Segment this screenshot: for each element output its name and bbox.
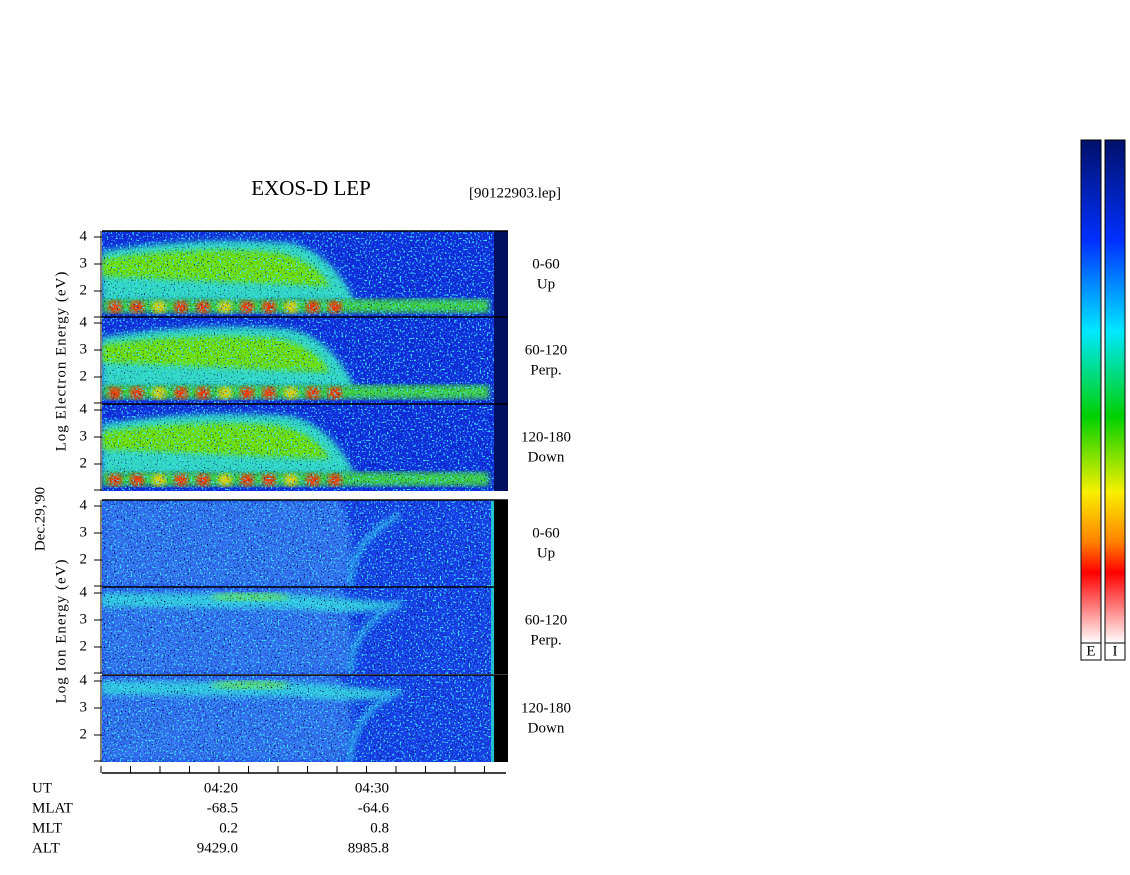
colorbar-label: I: [1113, 643, 1118, 659]
noise-dark: [102, 317, 494, 404]
edge-line: [491, 675, 494, 762]
orbit-label: UT: [32, 780, 52, 796]
y-axis-label: Log Ion Energy (eV): [53, 559, 69, 704]
colorbar-box: [1104, 642, 1126, 661]
edge-strip: [494, 675, 508, 762]
title: EXOS-D LEP: [251, 176, 371, 200]
orbit-value: 8985.8: [348, 840, 389, 856]
y-tick-label: 4: [80, 228, 88, 244]
y-tick-label: 2: [80, 638, 88, 654]
orbit-label: MLT: [32, 820, 62, 836]
orbit-value: 04:30: [355, 780, 389, 796]
edge-strip: [494, 587, 508, 674]
panel-direction: Perp.: [530, 362, 561, 378]
panel-direction: Perp.: [530, 632, 561, 648]
colorbar-label: E: [1086, 643, 1095, 659]
y-tick-label: 2: [80, 368, 88, 384]
y-tick-label: 4: [80, 314, 88, 330]
colorbar: [1104, 139, 1126, 644]
panel-range: 120-180: [521, 429, 571, 445]
spectrogram: [102, 231, 494, 318]
y-tick-label: 4: [80, 497, 88, 513]
panel-range: 0-60: [532, 525, 560, 541]
edge-strip: [494, 231, 508, 318]
y-tick-label: 3: [80, 611, 88, 627]
spectrogram: [102, 500, 494, 587]
panel-range: 60-120: [525, 342, 568, 358]
colorbar: [1080, 139, 1102, 644]
orbit-value: -64.6: [358, 800, 390, 816]
colorbar-box: [1080, 642, 1102, 661]
file-name: [90122903.lep]: [469, 185, 561, 201]
panel-direction: Down: [528, 720, 565, 736]
panel-direction: Up: [537, 276, 555, 292]
y-tick-label: 3: [80, 699, 88, 715]
noise-dark: [102, 231, 494, 318]
orbit-value: 0.2: [219, 820, 238, 836]
orbit-label: MLAT: [32, 800, 73, 816]
spectrogram: [102, 675, 494, 762]
edge-strip: [494, 500, 508, 587]
edge-line: [491, 587, 494, 674]
y-tick-label: 4: [80, 584, 88, 600]
y-tick-label: 3: [80, 255, 88, 271]
panel-direction: Up: [537, 545, 555, 561]
y-tick-label: 2: [80, 726, 88, 742]
y-tick-label: 2: [80, 282, 88, 298]
y-axis-label: Log Electron Energy (eV): [53, 271, 69, 452]
panel-range: 120-180: [521, 700, 571, 716]
y-tick-label: 3: [80, 341, 88, 357]
panel-range: 0-60: [532, 256, 560, 272]
date: Dec.29,'90: [32, 487, 48, 551]
spectrogram: [102, 317, 494, 404]
y-tick-label: 4: [80, 672, 88, 688]
edge-line: [491, 500, 494, 587]
y-tick-label: 2: [80, 455, 88, 471]
spectrogram: [102, 404, 494, 491]
y-tick-label: 3: [80, 524, 88, 540]
panel-direction: Down: [528, 449, 565, 465]
edge-strip: [494, 317, 508, 404]
y-tick-label: 2: [80, 551, 88, 567]
noise-dark: [102, 404, 494, 491]
spectrogram: [102, 587, 494, 674]
orbit-value: 9429.0: [197, 840, 238, 856]
orbit-value: 0.8: [370, 820, 389, 836]
edge-strip: [494, 404, 508, 491]
noise-dark: [102, 587, 494, 674]
y-tick-label: 3: [80, 428, 88, 444]
orbit-value: 04:20: [204, 780, 238, 796]
orbit-label: ALT: [32, 840, 60, 856]
panel-range: 60-120: [525, 612, 568, 628]
noise-dark: [102, 500, 494, 587]
noise-dark: [102, 675, 494, 762]
y-tick-label: 4: [80, 401, 88, 417]
orbit-value: -68.5: [207, 800, 238, 816]
